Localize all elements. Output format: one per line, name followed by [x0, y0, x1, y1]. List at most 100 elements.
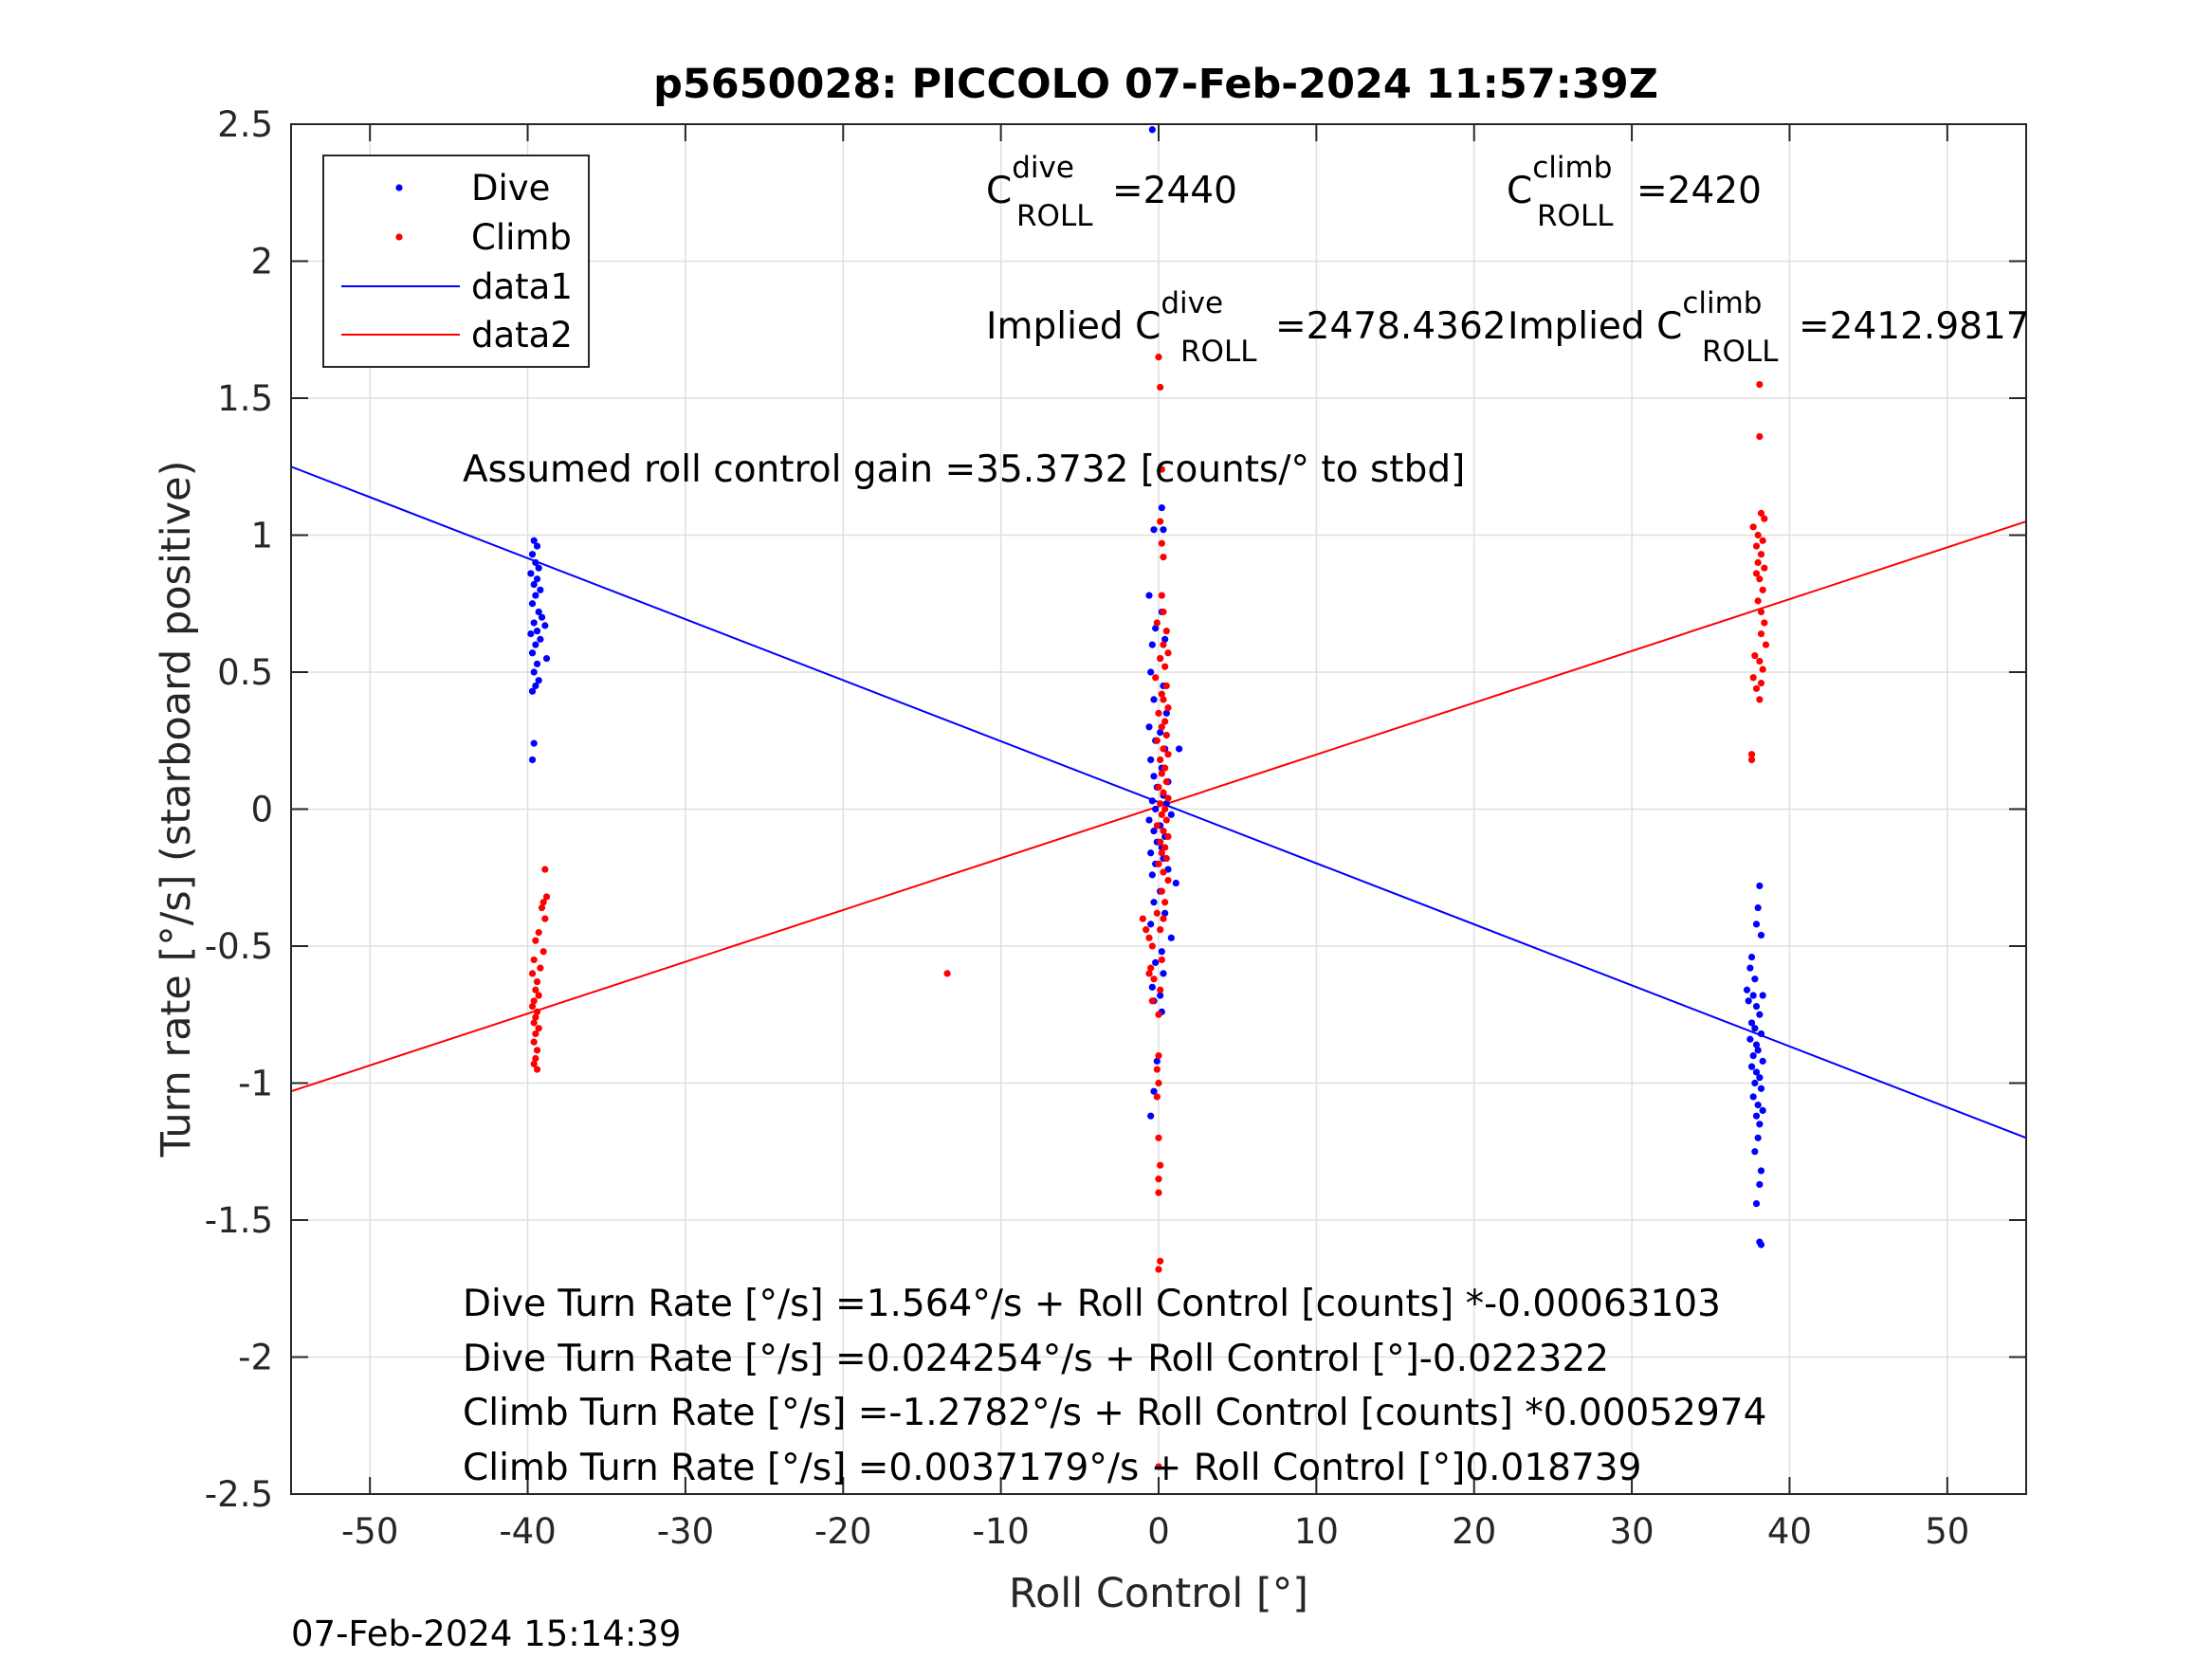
y-axis-label: Turn rate [°/s] (starboard positive)	[153, 461, 200, 1158]
point-dive	[530, 619, 538, 627]
point-climb	[1158, 690, 1165, 698]
annotation-implied-climb: Implied Cclimb ROLL=2412.9817	[1508, 286, 2030, 369]
point-climb	[530, 997, 538, 1005]
point-climb	[1155, 1189, 1162, 1196]
point-dive	[530, 739, 538, 747]
point-climb	[1761, 515, 1768, 522]
point-climb	[532, 1054, 539, 1063]
point-climb	[1160, 641, 1167, 648]
point-dive	[1153, 1057, 1161, 1065]
point-climb	[1158, 723, 1165, 731]
point-dive	[1757, 931, 1765, 939]
point-climb	[1756, 696, 1764, 703]
point-dive	[1743, 986, 1751, 994]
point-climb	[1752, 684, 1761, 692]
point-dive	[528, 649, 537, 657]
point-climb	[1164, 877, 1172, 884]
point-dive	[1752, 1068, 1761, 1076]
x-tick-label: -20	[814, 1511, 871, 1552]
point-dive	[1752, 921, 1761, 928]
point-climb	[532, 937, 539, 944]
point-dive	[1754, 903, 1762, 912]
point-climb	[532, 1013, 539, 1021]
point-dive	[1145, 723, 1153, 731]
point-climb	[1158, 956, 1165, 964]
point-climb	[1160, 915, 1167, 922]
point-climb	[1145, 970, 1153, 977]
point-dive	[1147, 921, 1155, 928]
point-climb	[1160, 789, 1167, 796]
point-climb	[1160, 696, 1167, 703]
x-tick-label: -50	[341, 1511, 398, 1552]
point-dive	[537, 586, 544, 593]
y-tick-label: -2	[238, 1338, 273, 1378]
point-climb	[1147, 964, 1155, 972]
point-dive	[1147, 1112, 1155, 1120]
point-dive	[535, 564, 542, 572]
point-climb	[538, 903, 546, 912]
point-climb	[1754, 531, 1762, 539]
point-climb	[1161, 805, 1169, 813]
point-climb	[1153, 737, 1161, 744]
point-climb	[1153, 619, 1161, 627]
point-climb	[1155, 1011, 1162, 1018]
point-dive	[533, 660, 541, 667]
point-climb	[1157, 654, 1164, 663]
point-dive	[533, 628, 541, 635]
point-dive	[1751, 975, 1759, 983]
point-dive	[535, 677, 542, 684]
point-climb	[530, 1038, 538, 1046]
point-dive	[1752, 1112, 1761, 1120]
point-dive	[1172, 879, 1179, 887]
point-climb	[1761, 619, 1768, 627]
point-climb	[533, 977, 541, 986]
point-dive	[1167, 934, 1175, 941]
point-climb	[1160, 608, 1167, 616]
annotations: Cdive ROLL=2440 Cclimb ROLL=2420 Implied C…	[463, 151, 2030, 1489]
point-climb	[1157, 1257, 1164, 1265]
point-dive	[1749, 1052, 1757, 1060]
legend-label-climb: Climb	[471, 217, 572, 258]
point-dive	[1752, 1041, 1761, 1048]
point-climb	[1161, 844, 1169, 851]
point-climb	[1757, 509, 1765, 517]
annotation-c-climb: Cclimb ROLL=2420	[1507, 151, 1762, 233]
point-dive	[1157, 728, 1164, 737]
point-climb	[1752, 542, 1761, 550]
x-tick-label: -30	[657, 1511, 714, 1552]
x-tick-label: 0	[1147, 1511, 1170, 1552]
point-climb	[1161, 718, 1169, 725]
x-tick-label: -10	[972, 1511, 1029, 1552]
point-climb	[1158, 539, 1165, 547]
point-climb	[532, 1030, 539, 1038]
point-dive	[528, 756, 537, 764]
point-climb	[943, 970, 951, 977]
point-climb	[530, 1019, 538, 1027]
point-climb	[1150, 975, 1158, 983]
chart-title: p5650028: PICCOLO 07-Feb-2024 11:57:39Z	[653, 61, 1658, 108]
point-dive	[1162, 709, 1170, 717]
point-dive	[1754, 1047, 1762, 1054]
legend-box	[322, 155, 590, 368]
point-climb	[1160, 554, 1167, 561]
point-dive	[1158, 504, 1165, 512]
point-climb	[530, 956, 538, 964]
point-dive	[1751, 1079, 1759, 1087]
x-tick-label: 40	[1767, 1511, 1812, 1552]
point-climb	[1155, 783, 1162, 791]
point-dive	[1157, 992, 1164, 999]
point-climb	[1751, 652, 1759, 660]
legend-marker-dive	[395, 184, 403, 191]
point-dive	[1150, 899, 1158, 906]
point-dive	[1147, 668, 1155, 676]
point-climb	[1143, 926, 1150, 934]
point-dive	[1747, 1019, 1756, 1027]
point-dive	[1746, 1035, 1754, 1043]
point-dive	[527, 570, 535, 577]
point-dive	[1150, 828, 1158, 835]
point-climb	[1157, 800, 1164, 808]
point-dive	[1752, 1002, 1761, 1011]
point-climb	[1155, 1266, 1162, 1273]
point-dive	[1759, 992, 1766, 999]
point-climb	[528, 1002, 537, 1011]
